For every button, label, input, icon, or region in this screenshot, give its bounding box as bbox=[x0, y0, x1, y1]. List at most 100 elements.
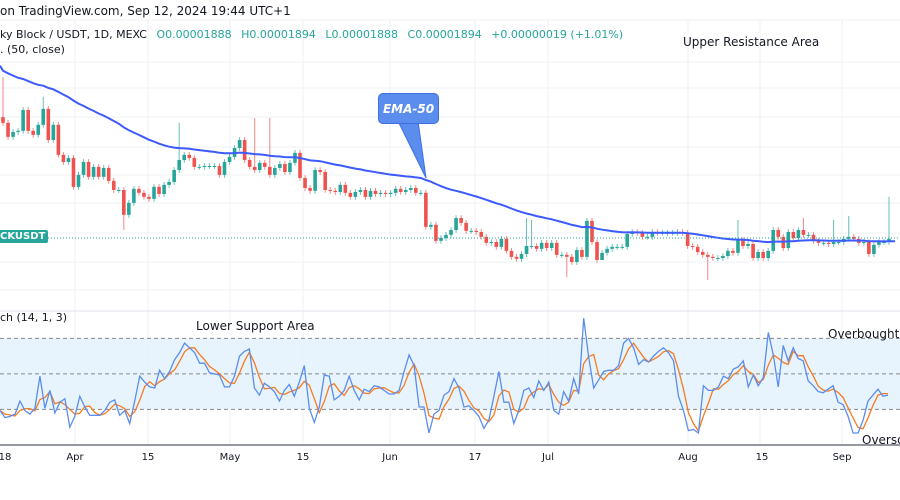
candle-body bbox=[851, 236, 856, 239]
candle-body bbox=[217, 166, 222, 175]
candle-body bbox=[268, 166, 272, 175]
ema-callout-pointer bbox=[397, 120, 427, 179]
candle-body bbox=[741, 240, 745, 246]
x-tick: 15 bbox=[755, 452, 769, 463]
candle-body bbox=[499, 238, 504, 247]
x-tick: 15 bbox=[141, 452, 155, 463]
candle-body bbox=[479, 232, 484, 237]
candle-body bbox=[96, 166, 101, 177]
candle-body bbox=[726, 250, 730, 256]
candle-body bbox=[786, 232, 791, 248]
candle-body bbox=[736, 240, 740, 253]
candle-body bbox=[882, 242, 886, 243]
candle-body bbox=[237, 140, 242, 148]
candle-body bbox=[383, 192, 388, 194]
ema-callout: EMA-50 bbox=[378, 93, 439, 124]
candle-body bbox=[746, 244, 750, 246]
candle-body bbox=[519, 254, 524, 259]
candle-body bbox=[600, 252, 604, 260]
candle-body bbox=[711, 256, 715, 258]
candle-body bbox=[398, 188, 403, 192]
x-tick: Jul bbox=[541, 452, 555, 463]
symbol-label[interactable]: ky Block / USDT, 1D, MEXC bbox=[0, 28, 147, 41]
candle-body bbox=[278, 164, 282, 168]
candle-body bbox=[11, 132, 15, 137]
candle-body bbox=[690, 246, 695, 247]
low-value: L0.00001888 bbox=[325, 28, 399, 41]
ohlc-legend: ky Block / USDT, 1D, MEXC O0.00001888 H0… bbox=[0, 28, 629, 41]
candle-body bbox=[61, 154, 66, 162]
candle-body bbox=[444, 234, 448, 238]
candles bbox=[1, 76, 891, 280]
candle-body bbox=[26, 110, 30, 131]
upper-resistance-label: Upper Resistance Area bbox=[683, 35, 820, 49]
candle-body bbox=[6, 122, 10, 137]
candle-body bbox=[31, 130, 36, 135]
candle-body bbox=[826, 242, 831, 244]
candle-body bbox=[252, 166, 257, 170]
candle-body bbox=[368, 190, 373, 197]
ema-50-line bbox=[0, 65, 895, 244]
candle-body bbox=[524, 246, 529, 254]
candle-body bbox=[474, 230, 479, 232]
candle-body bbox=[318, 170, 322, 172]
candle-body bbox=[867, 242, 871, 254]
candle-body bbox=[509, 250, 514, 257]
candle-body bbox=[222, 162, 227, 175]
candle-body bbox=[504, 238, 509, 251]
candle-body bbox=[338, 184, 343, 192]
open-value: O0.00001888 bbox=[156, 28, 232, 41]
candle-body bbox=[595, 242, 599, 260]
candle-body bbox=[559, 254, 564, 256]
stoch-d-line bbox=[0, 342, 888, 433]
candle-body bbox=[91, 166, 96, 177]
candle-body bbox=[585, 220, 589, 257]
candle-body bbox=[529, 246, 534, 247]
candle-body bbox=[227, 156, 232, 162]
candle-body bbox=[424, 192, 428, 227]
candle-body bbox=[247, 160, 252, 167]
candle-body bbox=[51, 124, 56, 140]
candle-body bbox=[514, 256, 519, 259]
candle-body bbox=[132, 188, 136, 203]
candle-body bbox=[323, 172, 327, 190]
candle-body bbox=[157, 186, 161, 194]
symbol-price-tag: CKUSDT bbox=[0, 230, 49, 243]
candle-body bbox=[127, 202, 131, 215]
x-tick: 15 bbox=[296, 452, 310, 463]
candle-body bbox=[625, 234, 630, 247]
candle-body bbox=[16, 130, 20, 132]
ema-legend[interactable]: . (50, close) bbox=[0, 43, 65, 56]
candle-body bbox=[650, 232, 655, 237]
candle-body bbox=[831, 242, 836, 244]
candle-body bbox=[137, 188, 141, 193]
candle-body bbox=[403, 190, 408, 192]
candle-body bbox=[283, 164, 287, 172]
x-tick: Aug bbox=[678, 452, 698, 463]
candle-body bbox=[434, 224, 438, 241]
candle-body bbox=[393, 188, 398, 193]
candle-body bbox=[76, 174, 81, 187]
candle-body bbox=[751, 244, 755, 258]
candle-body bbox=[172, 170, 176, 182]
overbought-label: Overbought R bbox=[828, 327, 900, 341]
candle-body bbox=[197, 166, 202, 168]
x-tick: Apr bbox=[66, 452, 84, 463]
candle-body bbox=[716, 258, 720, 259]
candle-body bbox=[620, 246, 624, 248]
candle-body bbox=[469, 230, 473, 232]
candle-body bbox=[615, 246, 619, 248]
candle-body bbox=[56, 124, 61, 155]
x-tick: 18 bbox=[0, 452, 12, 463]
candle-body bbox=[575, 250, 579, 262]
candle-body bbox=[534, 246, 539, 249]
candle-body bbox=[212, 166, 217, 167]
candle-body bbox=[111, 180, 116, 190]
stoch-k-line bbox=[0, 318, 889, 435]
candle-body bbox=[705, 254, 710, 257]
candle-body bbox=[142, 192, 146, 197]
candle-body bbox=[363, 190, 368, 197]
candle-body bbox=[877, 242, 881, 245]
stoch-legend[interactable]: ch (14, 1, 3) bbox=[0, 311, 68, 324]
